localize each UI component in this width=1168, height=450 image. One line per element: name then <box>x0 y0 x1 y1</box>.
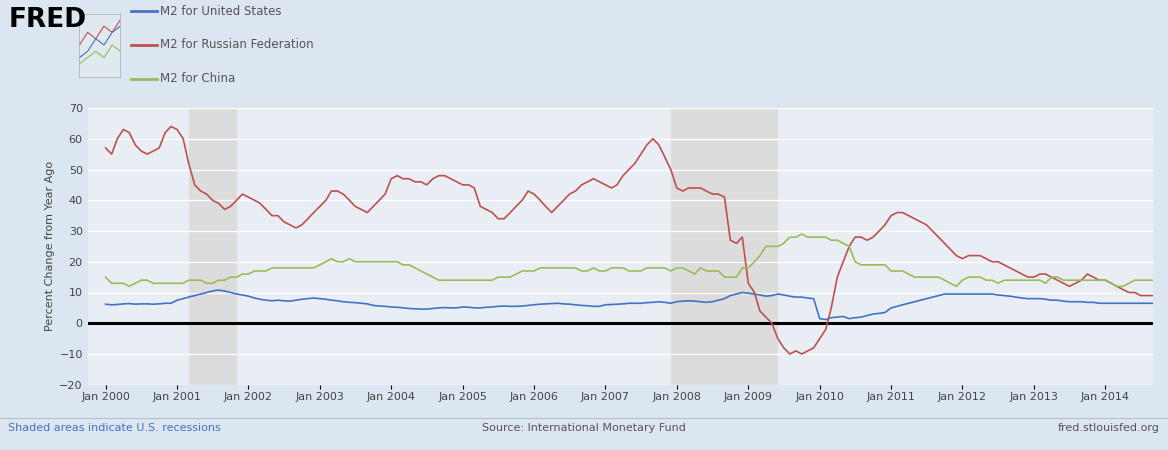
Y-axis label: Percent Change from Year Ago: Percent Change from Year Ago <box>46 161 55 332</box>
Text: M2 for China: M2 for China <box>160 72 235 85</box>
Text: FRED: FRED <box>8 7 86 33</box>
Bar <box>189 108 237 385</box>
Text: Source: International Monetary Fund: Source: International Monetary Fund <box>482 423 686 433</box>
Text: M2 for Russian Federation: M2 for Russian Federation <box>160 39 314 51</box>
Text: M2 for United States: M2 for United States <box>160 5 281 18</box>
Bar <box>670 108 778 385</box>
Text: Shaded areas indicate U.S. recessions: Shaded areas indicate U.S. recessions <box>8 423 221 433</box>
Text: fred.stlouisfed.org: fred.stlouisfed.org <box>1058 423 1160 433</box>
